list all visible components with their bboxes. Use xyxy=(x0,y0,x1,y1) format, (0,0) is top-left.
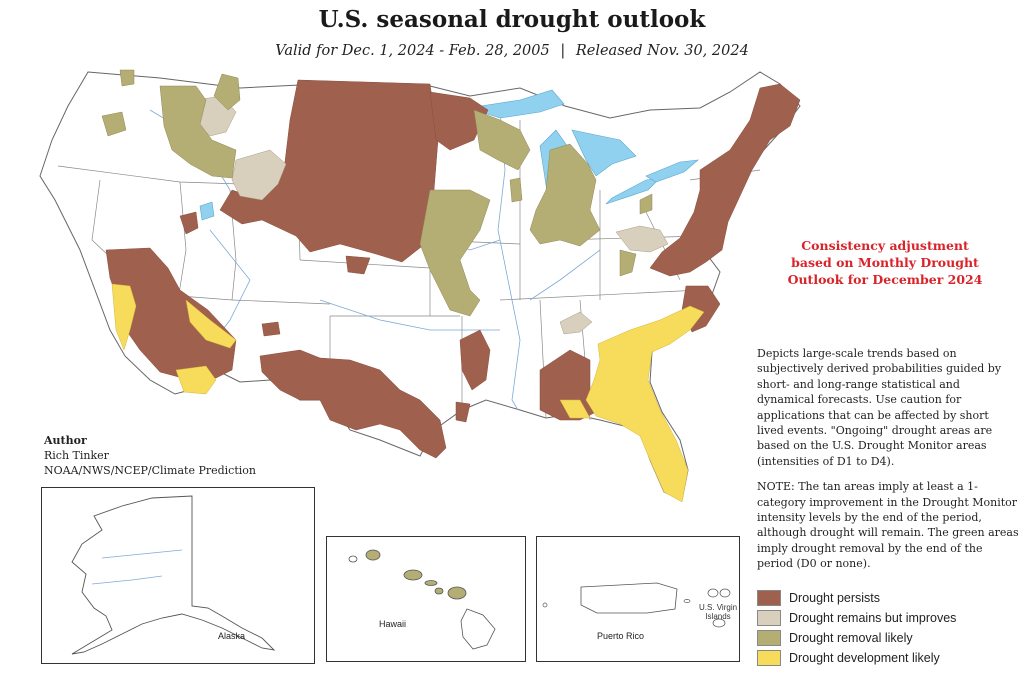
virgin-islands-line-2: Islands xyxy=(705,612,731,621)
alaska-map xyxy=(71,495,276,655)
hawaii-label: Hawaii xyxy=(379,619,407,629)
puerto-rico-label: Puerto Rico xyxy=(597,631,645,641)
consistency-line-2: based on Monthly Drought xyxy=(791,255,979,270)
hawaii-inset: Hawaii xyxy=(326,536,526,662)
legend-swatch-development xyxy=(757,650,781,666)
release-date: Released Nov. 30, 2024 xyxy=(575,43,749,59)
alaska-label: Alaska xyxy=(218,631,246,641)
legend-swatch-persists xyxy=(757,590,781,606)
legend-item-improves: Drought remains but improves xyxy=(757,608,956,628)
author-org: NOAA/NWS/NCEP/Climate Prediction xyxy=(44,464,256,477)
author-label: Author xyxy=(44,434,87,447)
map-subtitle: Valid for Dec. 1, 2024 - Feb. 28, 2005 |… xyxy=(0,43,1024,59)
valid-period: Valid for Dec. 1, 2024 - Feb. 28, 2005 xyxy=(275,43,550,59)
legend-item-development: Drought development likely xyxy=(757,648,956,668)
drought-removal-areas xyxy=(101,69,653,317)
description-paragraph-1: Depicts large-scale trends based on subj… xyxy=(757,347,1002,468)
drought-improves-areas xyxy=(195,95,669,335)
puerto-rico-map xyxy=(542,582,731,628)
drought-development-areas xyxy=(111,283,705,503)
virgin-islands-label: U.S. Virgin Islands xyxy=(697,603,739,621)
legend-label-development: Drought development likely xyxy=(789,651,940,665)
description-text: Depicts large-scale trends based on subj… xyxy=(757,346,1019,582)
puerto-rico-inset: Puerto Rico U.S. Virgin Islands xyxy=(536,536,740,662)
map-title: U.S. seasonal drought outlook xyxy=(318,6,706,33)
drought-persists-areas xyxy=(105,79,801,459)
legend-item-persists: Drought persists xyxy=(757,588,956,608)
alaska-inset: Alaska xyxy=(41,487,315,664)
hawaii-map xyxy=(348,549,496,650)
legend-swatch-removal xyxy=(757,630,781,646)
consistency-line-1: Consistency adjustment xyxy=(801,238,969,253)
legend-label-improves: Drought remains but improves xyxy=(789,611,957,625)
legend-label-removal: Drought removal likely xyxy=(789,631,913,645)
author-block: Author Rich Tinker NOAA/NWS/NCEP/Climate… xyxy=(44,433,256,478)
legend-item-removal: Drought removal likely xyxy=(757,628,956,648)
consistency-line-3: Outlook for December 2024 xyxy=(787,272,983,287)
author-name: Rich Tinker xyxy=(44,449,109,462)
subtitle-separator: | xyxy=(560,43,566,59)
virgin-islands-line-1: U.S. Virgin xyxy=(698,603,738,612)
legend: Drought persists Drought remains but imp… xyxy=(757,588,956,668)
legend-label-persists: Drought persists xyxy=(789,591,881,605)
consistency-note: Consistency adjustment based on Monthly … xyxy=(760,237,1010,288)
legend-swatch-improves xyxy=(757,610,781,626)
description-paragraph-2: NOTE: The tan areas imply at least a 1-c… xyxy=(757,480,1019,571)
